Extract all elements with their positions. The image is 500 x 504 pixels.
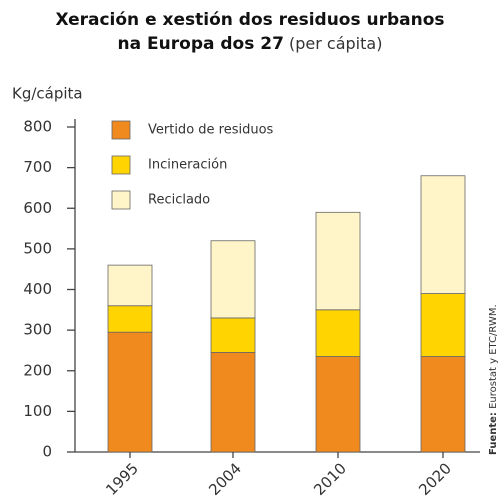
source-label: Fuente:	[488, 412, 499, 455]
bar-segment	[107, 305, 153, 333]
bar-segment	[210, 317, 256, 353]
legend-swatch	[111, 155, 131, 175]
x-tick-label: 2004	[205, 459, 245, 499]
x-tick-label: 2020	[415, 459, 455, 499]
y-tick-label: 400	[23, 280, 52, 298]
y-tick-label: 700	[23, 158, 52, 176]
source-text: Eurostat y ETC/RWM.	[488, 304, 499, 409]
y-tick-label: 800	[23, 118, 52, 136]
chart-title: Xeración e xestión dos residuos urbanos	[55, 10, 444, 30]
chart-subtitle: (per cápita)	[289, 34, 382, 53]
bar-segment	[210, 240, 256, 319]
y-tick-label: 0	[42, 443, 52, 461]
x-tick-label: 1995	[102, 459, 142, 499]
bar-segment	[107, 264, 153, 307]
y-tick-label: 500	[23, 239, 52, 257]
source: Fuente: Eurostat y ETC/RWM.	[488, 304, 499, 455]
bar-segment	[420, 293, 466, 357]
y-axis-label: Kg/cápita	[12, 85, 83, 103]
y-tick-label: 300	[23, 321, 52, 339]
legend-label: Incineración	[148, 158, 227, 173]
bar-segment	[315, 309, 361, 357]
bar-segment	[420, 356, 466, 453]
legend-swatch	[111, 120, 131, 140]
legend-swatch	[111, 190, 131, 210]
bar-segment	[315, 356, 361, 453]
y-tick-label: 200	[23, 361, 52, 379]
y-tick-label: 100	[23, 402, 52, 420]
bar-segment	[420, 175, 466, 294]
legend-label: Vertido de residuos	[148, 123, 274, 138]
legend-label: Reciclado	[148, 193, 210, 208]
bar-segment	[210, 352, 256, 453]
chart-title-line: na Europa dos 27 (per cápita)	[118, 34, 383, 55]
bar-segment	[107, 331, 153, 453]
y-tick-label: 600	[23, 199, 52, 217]
x-tick-label: 2010	[310, 459, 350, 499]
chart-title: na Europa dos 27	[118, 34, 284, 54]
bar-segment	[315, 211, 361, 311]
